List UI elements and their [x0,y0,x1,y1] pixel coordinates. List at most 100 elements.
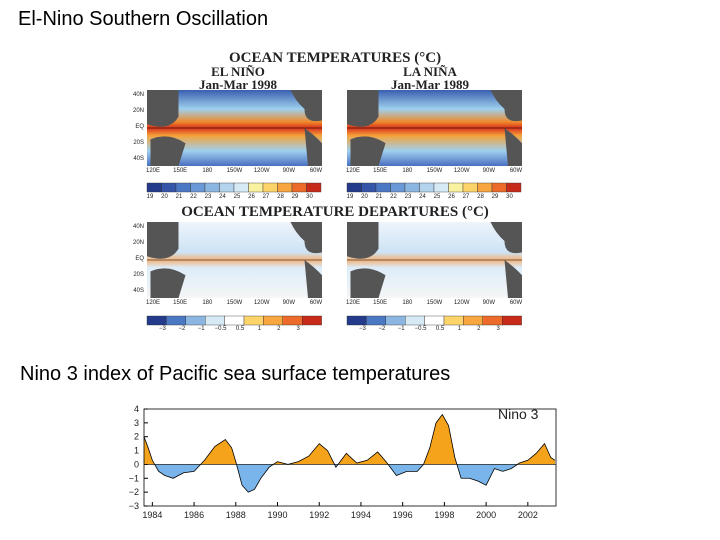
area [144,414,555,493]
lat-label: 40S [133,288,144,294]
land [504,128,522,166]
lon-label: 120E [146,168,160,174]
colorbar-cell [477,182,493,193]
lat-label: EQ [135,124,144,130]
land [347,222,379,259]
colorbar-label: 3 [497,326,501,332]
y-tick-label: 1 [134,446,139,456]
colorbar-label: 28 [277,194,284,200]
lon-label: 90W [483,168,496,174]
colorbar-cell [385,315,406,326]
colorbar-label: −2 [178,326,186,332]
colorbar-cell [291,182,307,193]
colorbar-cell [282,315,303,326]
colorbar-cell [302,315,322,326]
lat-label: 40N [133,224,144,230]
colorbar-label: −0.5 [415,326,428,332]
colorbar-label: 30 [506,194,513,200]
y-tick-label: 4 [134,404,139,414]
colorbar-label: 1 [458,326,462,332]
colorbar-cell [482,315,503,326]
colorbar-label: 27 [463,194,470,200]
colorbar-label: 19 [147,194,154,200]
land [304,260,322,298]
colorbar-label: −1 [398,326,406,332]
colorbar-label: 27 [263,194,270,200]
colorbar-cell [185,315,206,326]
colorbar-cell [405,315,425,326]
y-tick-label: 3 [134,418,139,428]
lon-label: 120E [346,168,360,174]
colorbar-label: −3 [159,326,167,332]
lon-label: 150E [373,300,387,306]
lon-label: 90W [283,168,296,174]
lon-label: 180 [402,300,413,306]
lat-label: 20N [133,240,144,246]
colorbar-label: 19 [347,194,354,200]
land [347,90,379,127]
slide-title: El-Nino Southern Oscillation [18,8,268,30]
colorbar-label: −1 [198,326,206,332]
lon-label: 150W [227,168,243,174]
lat-label: 20S [133,272,144,278]
colorbar-cell [346,182,362,193]
colorbar-cell [263,315,283,326]
colorbar-cell [419,182,435,193]
lon-label: 120W [254,168,270,174]
colorbar-cell [463,315,483,326]
y-tick-label: −2 [129,487,139,497]
map-period: Jan-Mar 1989 [391,77,470,92]
lon-label: 180 [402,168,413,174]
lon-label: 60W [310,300,323,306]
y-tick-label: −1 [129,473,139,483]
colorbar-cell [224,315,245,326]
colorbar-cell [390,182,406,193]
colorbar-label: 22 [390,194,397,200]
lon-label: 90W [283,300,296,306]
chart-annotation: Nino 3 [498,406,539,422]
x-tick-label: 2000 [476,510,496,520]
colorbar-cell [146,182,162,193]
colorbar-label: 1 [258,326,262,332]
colorbar-label: −3 [359,326,367,332]
colorbar-label: 20 [361,194,368,200]
lon-label: 60W [510,300,523,306]
colorbar-cell [166,315,186,326]
colorbar-label: 24 [419,194,426,200]
colorbar-label: 23 [405,194,412,200]
colorbar-cell [491,182,507,193]
colorbar-label: 28 [477,194,484,200]
y-tick-label: 2 [134,432,139,442]
land [147,222,179,259]
colorbar-label: 0.5 [236,326,245,332]
colorbar-label: 0.5 [436,326,445,332]
land [490,222,522,254]
x-tick-label: 1984 [142,510,162,520]
colorbar-cell [361,182,377,193]
colorbar-cell [443,315,464,326]
colorbar-cell [433,182,449,193]
colorbar-cell [448,182,464,193]
lon-label: 150W [427,300,443,306]
lon-label: 150W [227,300,243,306]
x-tick-label: 1996 [393,510,413,520]
colorbar-label: 26 [448,194,455,200]
x-tick-label: 1988 [226,510,246,520]
colorbar-cell [161,182,177,193]
colorbar-label: 29 [292,194,299,200]
y-tick-label: 0 [134,459,139,469]
land [504,260,522,298]
colorbar-cell [262,182,278,193]
x-tick-label: 1994 [351,510,371,520]
line [143,413,556,493]
colorbar-cell [219,182,235,193]
colorbar-cell [306,182,322,193]
colorbar-label: 26 [248,194,255,200]
land [290,90,322,122]
colorbar-cell [502,315,522,326]
map-period: Jan-Mar 1998 [199,77,278,92]
lon-label: 150E [173,168,187,174]
lon-label: 120W [254,300,270,306]
land [150,136,186,166]
